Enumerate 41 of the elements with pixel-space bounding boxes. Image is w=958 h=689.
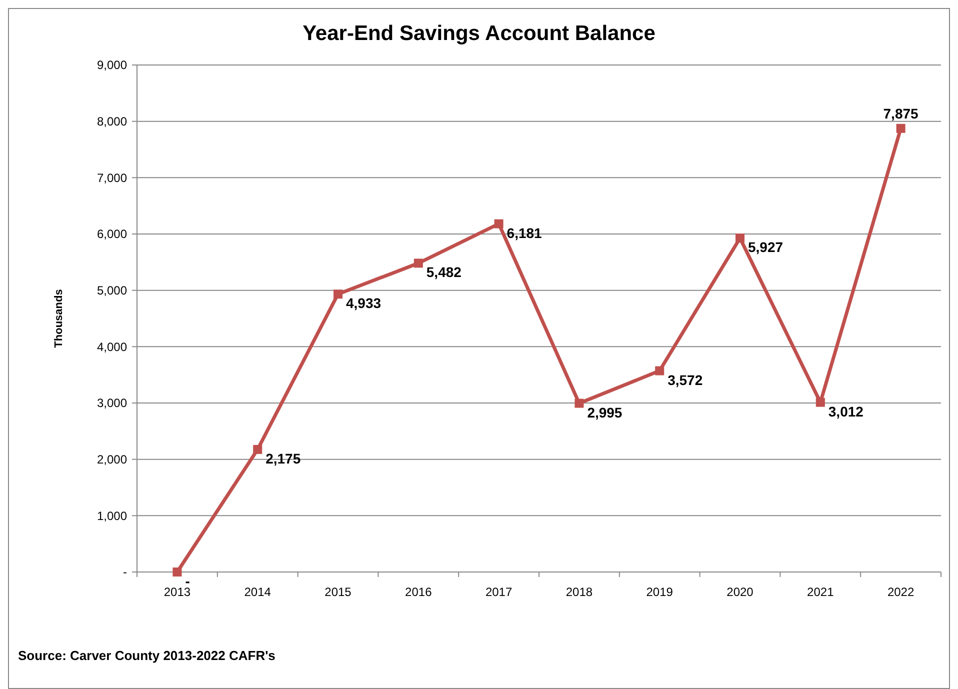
y-tick-label: 7,000 <box>96 170 128 185</box>
y-tick-label: 4,000 <box>96 340 128 354</box>
x-tick-label: 2014 <box>244 585 272 599</box>
x-tick-label: 2015 <box>324 585 352 599</box>
x-tick-label: 2020 <box>726 585 754 599</box>
y-tick-label: 2,000 <box>96 452 128 467</box>
point <box>816 398 825 407</box>
data-label: 7,875 <box>883 105 919 122</box>
chart-title: Year-End Savings Account Balance <box>302 22 656 45</box>
point <box>172 568 182 576</box>
y-axis-title: Thousands <box>53 289 65 348</box>
point <box>494 219 504 228</box>
x-tick-label: 2016 <box>405 585 432 599</box>
source-note: Source: Carver County 2013-2022 CAFR's <box>18 648 276 663</box>
data-label: 3,572 <box>668 372 703 388</box>
x-tick-label: 2017 <box>485 585 512 599</box>
point <box>574 398 584 408</box>
data-label: 2,995 <box>587 404 622 420</box>
data-label: 4,933 <box>346 295 382 312</box>
y-tick-label: 8,000 <box>96 114 128 129</box>
point <box>334 290 342 299</box>
y-tick-label: - <box>123 565 127 580</box>
point <box>253 444 262 454</box>
x-tick-label: 2018 <box>566 585 593 599</box>
x-tick-label: 2021 <box>807 585 834 599</box>
data-label: 2,175 <box>266 450 301 466</box>
data-label: 6,181 <box>506 224 542 241</box>
data-label: 5,482 <box>426 264 462 280</box>
y-tick-label: 5,000 <box>96 284 128 298</box>
data-label: 5,927 <box>748 239 784 256</box>
y-tick-label: 9,000 <box>96 58 128 72</box>
point <box>736 234 744 243</box>
y-tick-label: 1,000 <box>96 508 128 523</box>
x-tick-label: 2022 <box>887 585 914 599</box>
point <box>655 366 664 376</box>
data-label: 3,012 <box>828 403 864 420</box>
x-tick-label: 2019 <box>646 585 674 599</box>
y-tick-label: 3,000 <box>96 396 128 410</box>
point <box>896 124 906 133</box>
y-tick-label: 6,000 <box>96 227 128 242</box>
point <box>414 258 423 268</box>
